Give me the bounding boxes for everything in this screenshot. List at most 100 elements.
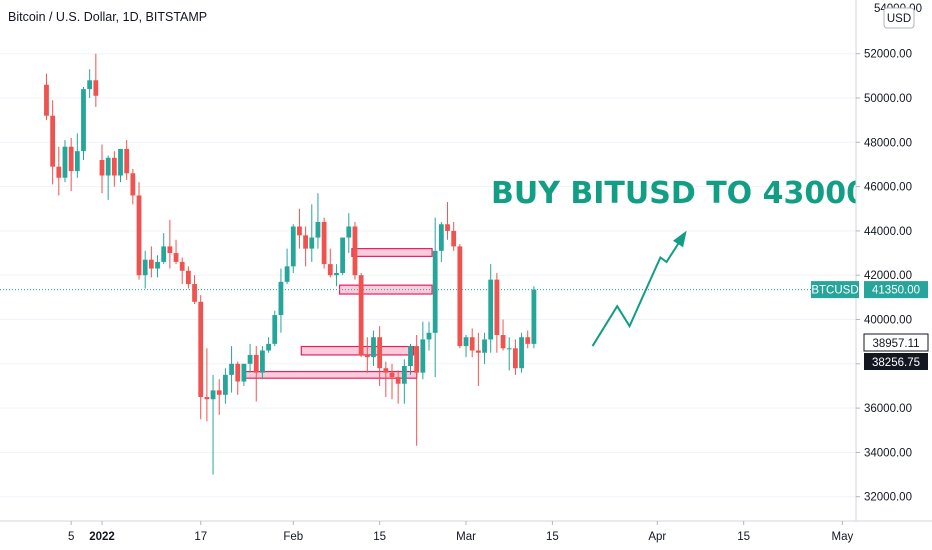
candle-body bbox=[321, 222, 327, 265]
time-axis-panel[interactable] bbox=[0, 521, 932, 550]
candle-body bbox=[309, 237, 315, 249]
x-tick-label: 17 bbox=[194, 531, 207, 543]
candle-body bbox=[50, 115, 56, 167]
candle-body bbox=[395, 377, 401, 384]
symbol-tag bbox=[811, 281, 859, 299]
candle-body bbox=[519, 337, 524, 369]
candle-body bbox=[352, 226, 358, 276]
candle-body bbox=[216, 390, 222, 395]
x-tick-label: 5 bbox=[68, 531, 74, 543]
candle-body bbox=[315, 222, 321, 238]
support-resistance-zone bbox=[338, 284, 433, 295]
candle-body bbox=[358, 275, 364, 355]
candle-body bbox=[253, 354, 259, 373]
y-tick-label: 48000.00 bbox=[864, 137, 912, 149]
candle-body bbox=[389, 372, 395, 378]
support-resistance-zone bbox=[300, 345, 415, 356]
y-tick-label: 42000.00 bbox=[864, 270, 912, 282]
candle-body bbox=[525, 337, 531, 344]
candle-body bbox=[44, 84, 49, 116]
candle-body bbox=[290, 226, 296, 267]
candle-body bbox=[247, 354, 253, 364]
x-tick-label: Mar bbox=[456, 531, 476, 543]
candle-body bbox=[136, 195, 142, 276]
candle-body bbox=[414, 346, 420, 373]
candle-body bbox=[364, 354, 370, 358]
candle-body bbox=[475, 350, 481, 353]
candle-body bbox=[482, 339, 487, 353]
candle-body bbox=[148, 259, 154, 269]
candles-layer bbox=[44, 53, 537, 475]
time-axis-ticks: 5 2022 17 Feb 15 Mar 15 Apr 15 May bbox=[68, 521, 854, 543]
x-tick-label: Feb bbox=[283, 531, 303, 543]
candle-body bbox=[346, 226, 352, 238]
x-tick-label: 2022 bbox=[89, 531, 115, 543]
candle-body bbox=[272, 315, 278, 344]
candle-body bbox=[408, 346, 413, 367]
candle-body bbox=[488, 279, 494, 340]
candle-body bbox=[87, 80, 93, 90]
candle-body bbox=[426, 332, 432, 340]
x-tick-label: 15 bbox=[546, 531, 559, 543]
x-tick-label: 15 bbox=[373, 531, 386, 543]
candle-body bbox=[451, 230, 457, 247]
currency-badge[interactable] bbox=[883, 7, 915, 29]
candle-body bbox=[432, 250, 438, 333]
candle-body bbox=[284, 266, 290, 282]
x-tick-label: May bbox=[832, 531, 854, 543]
candle-body bbox=[420, 339, 426, 373]
y-tick-label: 50000.00 bbox=[864, 93, 912, 105]
zone-layer bbox=[242, 248, 433, 379]
candle-body bbox=[173, 253, 179, 262]
candle-body bbox=[340, 237, 346, 273]
candle-body bbox=[204, 397, 210, 400]
candle-body bbox=[327, 264, 333, 276]
candle-body bbox=[130, 173, 136, 196]
candle-body bbox=[303, 235, 309, 249]
candle-body bbox=[500, 335, 506, 349]
candle-body bbox=[74, 151, 80, 172]
x-tick-label: Apr bbox=[648, 531, 666, 543]
support-resistance-zone bbox=[351, 248, 433, 257]
candle-body bbox=[260, 350, 265, 373]
candle-body bbox=[223, 374, 228, 395]
candle-body bbox=[161, 246, 167, 262]
candle-body bbox=[401, 366, 407, 384]
candle-body bbox=[371, 337, 376, 358]
candle-body bbox=[241, 363, 247, 382]
currency-label: USD bbox=[887, 13, 911, 25]
price-tag-lower-label: 38256.75 bbox=[872, 357, 920, 369]
y-tick-label: 52000.00 bbox=[864, 49, 912, 61]
annotation-text: BUY BITUSD TO 43000 bbox=[491, 176, 867, 211]
candle-body bbox=[463, 337, 469, 347]
projection-arrow-head bbox=[672, 230, 687, 248]
candle-body bbox=[297, 226, 302, 236]
candle-body bbox=[469, 337, 475, 351]
price-tag-lower bbox=[864, 353, 928, 370]
symbol-tag-label: BTCUSD bbox=[811, 285, 858, 297]
candle-body bbox=[438, 224, 444, 251]
y-tick-label: 44000.00 bbox=[864, 226, 912, 238]
last-price-tag bbox=[864, 281, 928, 299]
candle-body bbox=[266, 343, 271, 351]
y-tick-label: 46000.00 bbox=[864, 182, 912, 194]
y-tick-label: 34000.00 bbox=[864, 447, 912, 459]
y-tick-label: 40000.00 bbox=[864, 315, 912, 327]
candle-body bbox=[192, 284, 197, 302]
candle-body bbox=[210, 390, 216, 400]
candle-body bbox=[118, 148, 123, 176]
price-tag-upper-label: 38957.11 bbox=[872, 338, 919, 350]
candle-body bbox=[155, 261, 160, 269]
candle-body bbox=[179, 261, 185, 271]
last-price-tag-label: 41350.00 bbox=[872, 285, 920, 297]
price-axis-panel[interactable] bbox=[856, 0, 932, 521]
candle-body bbox=[185, 270, 191, 285]
candle-body bbox=[124, 148, 130, 174]
price-tag-upper bbox=[863, 333, 929, 352]
candle-body bbox=[506, 348, 512, 350]
x-tick-label: 15 bbox=[737, 531, 750, 543]
candle-body bbox=[445, 224, 450, 231]
candle-body bbox=[494, 279, 500, 336]
chart-title: Bitcoin / U.S. Dollar, 1D, BITSTAMP bbox=[8, 10, 207, 24]
